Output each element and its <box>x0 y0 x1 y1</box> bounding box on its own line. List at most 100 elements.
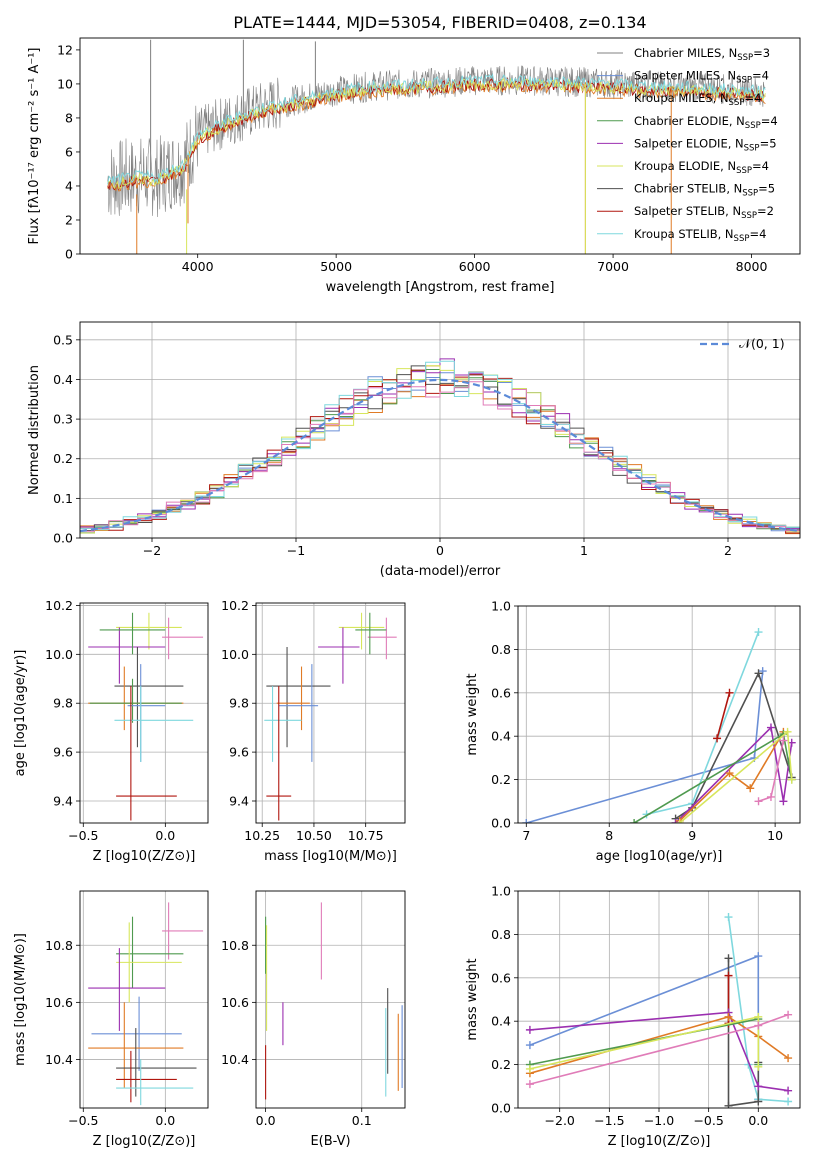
y-tick-label: 0.4 <box>491 729 511 744</box>
weight-line-salpeter_stelib <box>716 692 731 739</box>
y-tick-label: 10.6 <box>45 995 73 1010</box>
y-tick-label: 0.2 <box>491 1057 511 1072</box>
plot-area-spectrum <box>107 39 766 254</box>
weight-marker <box>779 797 788 806</box>
weight-marker <box>754 1062 763 1071</box>
plot-area-weight_vs_age <box>522 628 796 823</box>
weight-marker <box>724 913 733 922</box>
weight-line-chabrier_stelib <box>727 958 760 1107</box>
y-tick-label: 0.4 <box>53 372 73 387</box>
weight-marker <box>766 723 775 732</box>
y-tick-label: 0.5 <box>53 332 73 347</box>
weight-line-chabrier_elodie <box>529 1018 760 1066</box>
x-axis-label: Z [log10(Z/Z⊙)] <box>608 1134 711 1149</box>
y-tick-label: 6 <box>65 144 73 159</box>
y-tick-label: 0.0 <box>53 531 73 546</box>
x-axis-label: age [log10(age/yr)] <box>596 849 723 864</box>
x-axis-label: Z [log10(Z/Z⊙)] <box>93 1134 196 1149</box>
spectrum-model-line-kroupa_elodie <box>107 77 766 190</box>
x-tick-label: −2 <box>143 543 161 558</box>
x-tick-label: 0.0 <box>748 1113 768 1128</box>
x-tick-label: 10.25 <box>244 828 280 843</box>
weight-marker <box>783 727 792 736</box>
x-tick-label: 8 <box>605 828 613 843</box>
x-axis-label: mass [log10(M/M⊙)] <box>264 849 397 864</box>
x-tick-label: 0.0 <box>155 828 175 843</box>
weight-line-salpeter_miles <box>526 671 764 823</box>
weight-marker <box>525 1064 534 1073</box>
x-axis-label: wavelength [Angstrom, rest frame] <box>326 280 555 295</box>
y-tick-label: 0.1 <box>53 491 73 506</box>
plot-area-age_vs_Z <box>88 612 204 821</box>
y-tick-label: 4 <box>65 178 73 193</box>
x-tick-label: 2 <box>724 543 732 558</box>
y-tick-label: 0.0 <box>491 1101 511 1116</box>
weight-marker <box>754 628 763 637</box>
y-tick-label: 0.4 <box>491 1014 511 1029</box>
weight-marker <box>724 954 733 963</box>
weight-marker <box>784 1097 793 1106</box>
weight-marker <box>754 952 763 961</box>
legend-label: Chabrier ELODIE, NSSP=4 <box>634 114 778 131</box>
weight-line-salpeter_elodie <box>529 1011 789 1092</box>
weight-marker <box>754 1021 763 1030</box>
x-tick-label: 7 <box>522 828 530 843</box>
axes-frame <box>517 605 801 824</box>
y-tick-label: 10.8 <box>221 938 249 953</box>
weight-marker <box>525 1080 534 1089</box>
weight-marker <box>784 1054 793 1063</box>
weight-marker <box>754 797 763 806</box>
x-tick-label: −0.5 <box>68 1113 98 1128</box>
x-tick-label: 8000 <box>736 259 768 274</box>
weight-marker <box>766 792 775 801</box>
weight-marker <box>630 819 639 823</box>
y-tick-label: 0.6 <box>491 970 511 985</box>
y-tick-label: 1.0 <box>491 884 511 899</box>
weight-marker <box>525 1041 534 1050</box>
weight-marker <box>746 784 755 793</box>
y-tick-label: 9.4 <box>229 794 249 809</box>
spectrum-observed-line <box>107 65 766 218</box>
x-tick-label: 1 <box>580 543 588 558</box>
y-tick-label: 10.4 <box>45 1052 73 1067</box>
axes-spectrum: 4000 5000 6000 7000 8000 0 2 4 6 8 10 12 wavelength … <box>27 37 801 295</box>
axes-mass_vs_Z: −0.5 0.0 10.4 10.6 10.8 Z [log10(Z/Z⊙)] mass [… <box>13 890 209 1149</box>
weight-line-salpeter_elodie <box>675 725 793 823</box>
weight-marker <box>784 1086 793 1095</box>
weight-marker <box>725 769 734 778</box>
x-tick-label: 10 <box>767 828 783 843</box>
x-axis-label: (data-model)/error <box>380 564 501 579</box>
weight-line-chabrier_stelib <box>675 671 793 820</box>
x-tick-label: 0.1 <box>352 1113 372 1128</box>
y-tick-label: 10.0 <box>45 647 73 662</box>
axes-age_vs_mass: 10.25 10.50 10.75 9.4 9.6 9.8 10.0 10.2 mass [lo… <box>221 598 406 864</box>
x-axis-label: Z [log10(Z/Z⊙)] <box>93 849 196 864</box>
weight-marker <box>754 1097 763 1106</box>
legend-label-normal: 𝒩(0, 1) <box>739 336 785 351</box>
y-tick-label: 9.8 <box>53 696 73 711</box>
weight-marker <box>725 688 734 697</box>
weight-marker <box>784 1010 793 1019</box>
x-tick-label: 4000 <box>182 259 214 274</box>
y-tick-label: 8 <box>65 110 73 125</box>
x-tick-label: 0.0 <box>155 1113 175 1128</box>
plot-area-mass_vs_ebv <box>265 902 403 1100</box>
x-tick-label: −2.0 <box>545 1113 575 1128</box>
y-tick-label: 0.2 <box>491 772 511 787</box>
plot-area-mass_vs_Z <box>88 902 204 1106</box>
y-axis-label: age [log10(age/yr)] <box>13 650 28 777</box>
legend-label: Kroupa STELIB, NSSP=4 <box>634 227 766 244</box>
y-tick-label: 2 <box>65 212 73 227</box>
normal-curve <box>80 378 800 533</box>
weight-line-kroupa_miles <box>679 731 785 822</box>
x-tick-label: −1.0 <box>644 1113 674 1128</box>
y-tick-label: 10 <box>57 76 73 91</box>
x-tick-label: 10.75 <box>348 828 384 843</box>
histogram-salpeter_stelib <box>80 369 800 534</box>
legend-label: Salpeter MILES, NSSP=4 <box>634 69 769 86</box>
weight-marker <box>724 1012 733 1021</box>
x-tick-label: 10.50 <box>296 828 332 843</box>
weight-marker <box>713 734 722 743</box>
weight-marker <box>675 819 684 823</box>
x-tick-label: −0.5 <box>68 828 98 843</box>
